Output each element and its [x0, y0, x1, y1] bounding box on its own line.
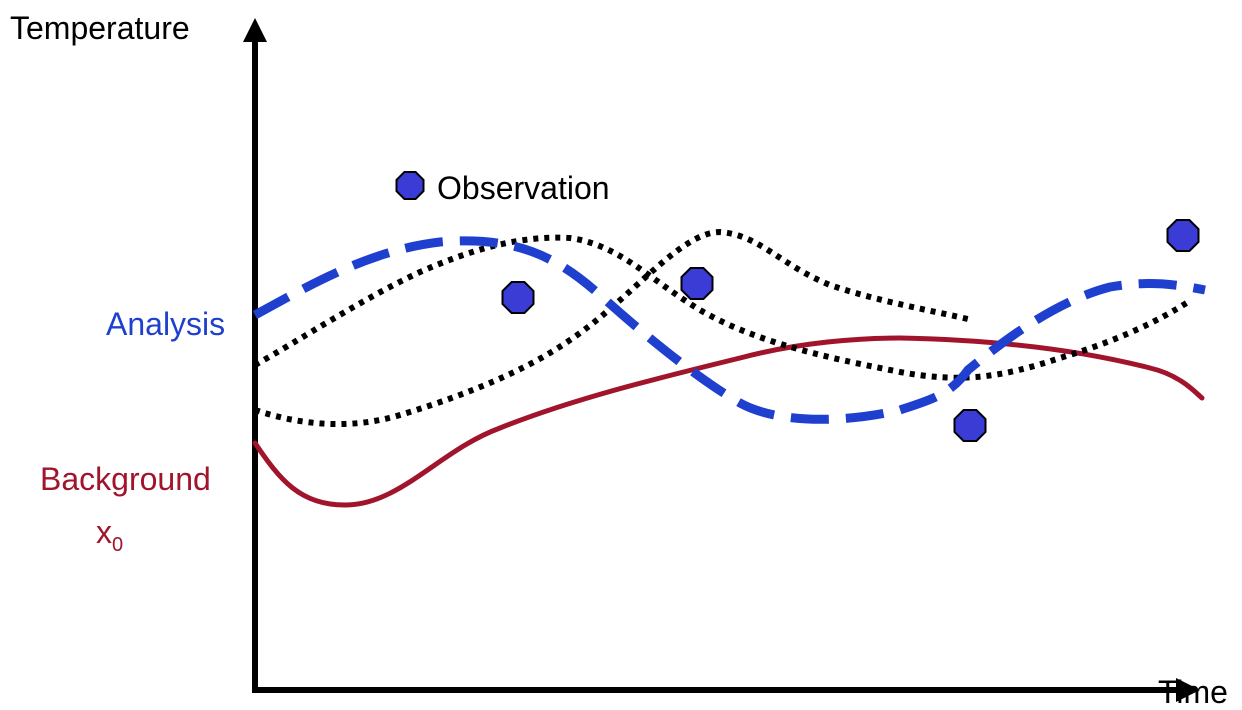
- observation-legend-label: Observation: [437, 170, 610, 206]
- y-axis-arrowhead: [243, 18, 267, 42]
- x-axis-label: Time: [1158, 674, 1228, 710]
- observation-marker: [680, 267, 714, 300]
- background-label: Background: [40, 461, 211, 497]
- observation-marker: [953, 409, 987, 442]
- background-symbol: x0: [96, 516, 123, 555]
- forecast-trajectory-1: [253, 234, 1190, 381]
- forecast-trajectory-2: [254, 228, 973, 428]
- observation-marker: [501, 281, 535, 314]
- analysis-label: Analysis: [106, 306, 226, 342]
- background-symbol-subscript: 0: [112, 534, 124, 556]
- y-axis-label: Temperature: [10, 10, 190, 46]
- observation-marker: [395, 171, 425, 200]
- analysis-trajectory: [252, 236, 1206, 424]
- background-symbol-base: x: [96, 514, 112, 550]
- background-trajectory: [252, 335, 1205, 508]
- x-axis-arrowhead: [1176, 678, 1200, 702]
- observation-marker: [1166, 219, 1200, 252]
